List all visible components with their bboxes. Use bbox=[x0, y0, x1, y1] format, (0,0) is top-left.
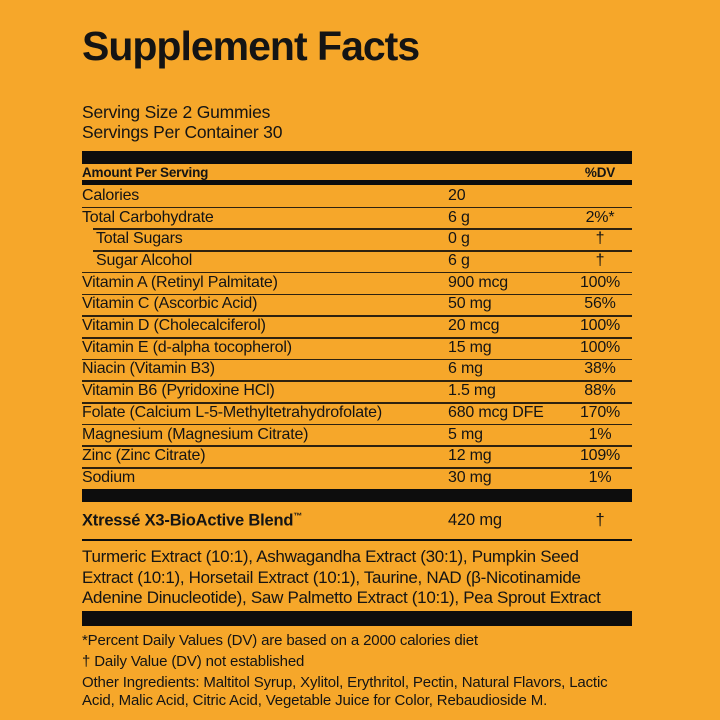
nutrient-dv: † bbox=[595, 230, 605, 248]
amount-per-serving-header: Amount Per Serving bbox=[82, 164, 209, 180]
nutrient-amount: 0 g bbox=[448, 230, 470, 248]
facts-table: Calories 20 Total Carbohydrate 6 g 2%* T… bbox=[82, 185, 632, 489]
nutrient-dv: 1% bbox=[588, 468, 612, 486]
nutrient-dv: 2%* bbox=[585, 208, 615, 226]
blend-name: Xtressé X3-BioActive Blend™ bbox=[82, 511, 448, 531]
nutrient-dv: † bbox=[595, 252, 605, 269]
nutrient-amount: 5 mg bbox=[448, 425, 483, 443]
blend-row: Xtressé X3-BioActive Blend™ 420 mg † bbox=[82, 502, 632, 542]
nutrient-amount: 6 g bbox=[448, 208, 470, 226]
nutrient-amount: 1.5 mg bbox=[448, 382, 496, 400]
nutrient-dv: 38% bbox=[584, 360, 616, 378]
serving-info: Serving Size 2 Gummies Servings Per Cont… bbox=[82, 103, 632, 142]
trademark-symbol: ™ bbox=[293, 510, 303, 521]
nutrient-name: Folate (Calcium L-5-Methyltetrahydrofola… bbox=[82, 403, 382, 421]
bottom-divider-bar bbox=[82, 610, 632, 626]
nutrient-name: Vitamin C (Ascorbic Acid) bbox=[82, 295, 258, 313]
footnotes: *Percent Daily Values (DV) are based on … bbox=[82, 632, 632, 710]
nutrient-amount: 30 mg bbox=[448, 468, 492, 486]
nutrient-amount: 6 g bbox=[448, 252, 470, 269]
nutrient-dv: 109% bbox=[579, 447, 621, 465]
table-header: Amount Per Serving %DV bbox=[82, 164, 632, 180]
blend-ingredients: Turmeric Extract (10:1), Ashwagandha Ext… bbox=[82, 547, 601, 608]
row-vitamin-e: Vitamin E (d-alpha tocopherol) 15 mg 100… bbox=[82, 336, 632, 359]
row-vitamin-d: Vitamin D (Cholecalciferol) 20 mcg 100% bbox=[82, 315, 632, 337]
supplement-facts-label: Supplement Facts Serving Size 2 Gummies … bbox=[82, 0, 632, 710]
footnote-other-ingredients: Other Ingredients: Maltitol Syrup, Xylit… bbox=[82, 673, 608, 709]
nutrient-amount: 20 bbox=[448, 186, 466, 204]
nutrient-name: Total Carbohydrate bbox=[82, 208, 214, 226]
row-total-sugars: Total Sugars 0 g † bbox=[82, 228, 632, 250]
row-sugar-alcohol: Sugar Alcohol 6 g † bbox=[82, 250, 632, 272]
nutrient-dv: 170% bbox=[579, 403, 621, 421]
nutrient-name: Vitamin A (Retinyl Palmitate) bbox=[82, 273, 278, 291]
top-divider-bar bbox=[82, 151, 632, 165]
header-divider-bar bbox=[82, 180, 632, 186]
nutrient-name: Total Sugars bbox=[96, 230, 183, 248]
nutrient-dv: 100% bbox=[579, 338, 621, 356]
footnote-dagger: † Daily Value (DV) not established bbox=[82, 652, 305, 670]
nutrient-dv: 100% bbox=[579, 273, 621, 291]
nutrient-name: Vitamin B6 (Pyridoxine HCl) bbox=[82, 382, 275, 400]
footnote-percent-dv: *Percent Daily Values (DV) are based on … bbox=[82, 631, 478, 649]
nutrient-name: Magnesium (Magnesium Citrate) bbox=[82, 425, 309, 443]
blend-name-text: Xtressé X3-BioActive Blend bbox=[82, 511, 294, 530]
row-calories: Calories 20 bbox=[82, 185, 632, 207]
row-vitamin-a: Vitamin A (Retinyl Palmitate) 900 mcg 10… bbox=[82, 271, 632, 294]
serving-size: Serving Size 2 Gummies bbox=[82, 102, 271, 123]
nutrient-amount: 6 mg bbox=[448, 360, 483, 378]
blend-amount: 420 mg bbox=[448, 510, 502, 529]
nutrient-dv: 1% bbox=[588, 425, 612, 443]
servings-per-container: Servings Per Container 30 bbox=[82, 121, 283, 142]
nutrient-name: Niacin (Vitamin B3) bbox=[82, 360, 215, 378]
nutrient-name: Zinc (Zinc Citrate) bbox=[82, 447, 206, 465]
nutrient-amount: 900 mcg bbox=[448, 273, 508, 291]
row-sodium: Sodium 30 mg 1% bbox=[82, 467, 632, 489]
row-vitamin-b6: Vitamin B6 (Pyridoxine HCl) 1.5 mg 88% bbox=[82, 380, 632, 402]
row-total-carbohydrate: Total Carbohydrate 6 g 2%* bbox=[82, 206, 632, 229]
nutrient-dv: 56% bbox=[584, 295, 616, 313]
nutrient-amount: 20 mcg bbox=[448, 317, 500, 335]
row-folate: Folate (Calcium L-5-Methyltetrahydrofola… bbox=[82, 401, 632, 424]
nutrient-name: Sugar Alcohol bbox=[96, 252, 193, 269]
row-vitamin-c: Vitamin C (Ascorbic Acid) 50 mg 56% bbox=[82, 293, 632, 316]
row-zinc: Zinc (Zinc Citrate) 12 mg 109% bbox=[82, 445, 632, 467]
nutrient-amount: 15 mg bbox=[448, 338, 492, 356]
nutrient-amount: 50 mg bbox=[448, 295, 492, 313]
nutrient-amount: 680 mcg DFE bbox=[448, 403, 544, 421]
nutrient-dv: 100% bbox=[579, 317, 621, 335]
nutrient-name: Calories bbox=[82, 186, 140, 204]
blend-divider-bar bbox=[82, 488, 632, 502]
nutrient-name: Vitamin E (d-alpha tocopherol) bbox=[82, 338, 292, 356]
row-niacin: Niacin (Vitamin B3) 6 mg 38% bbox=[82, 358, 632, 381]
nutrient-amount: 12 mg bbox=[448, 447, 492, 465]
nutrient-name: Sodium bbox=[82, 468, 136, 486]
nutrient-name: Vitamin D (Cholecalciferol) bbox=[82, 317, 266, 335]
page-title: Supplement Facts bbox=[82, 23, 420, 69]
row-magnesium: Magnesium (Magnesium Citrate) 5 mg 1% bbox=[82, 423, 632, 446]
dv-header: %DV bbox=[584, 164, 616, 180]
blend-dv: † bbox=[595, 510, 605, 529]
nutrient-dv: 88% bbox=[584, 382, 616, 400]
